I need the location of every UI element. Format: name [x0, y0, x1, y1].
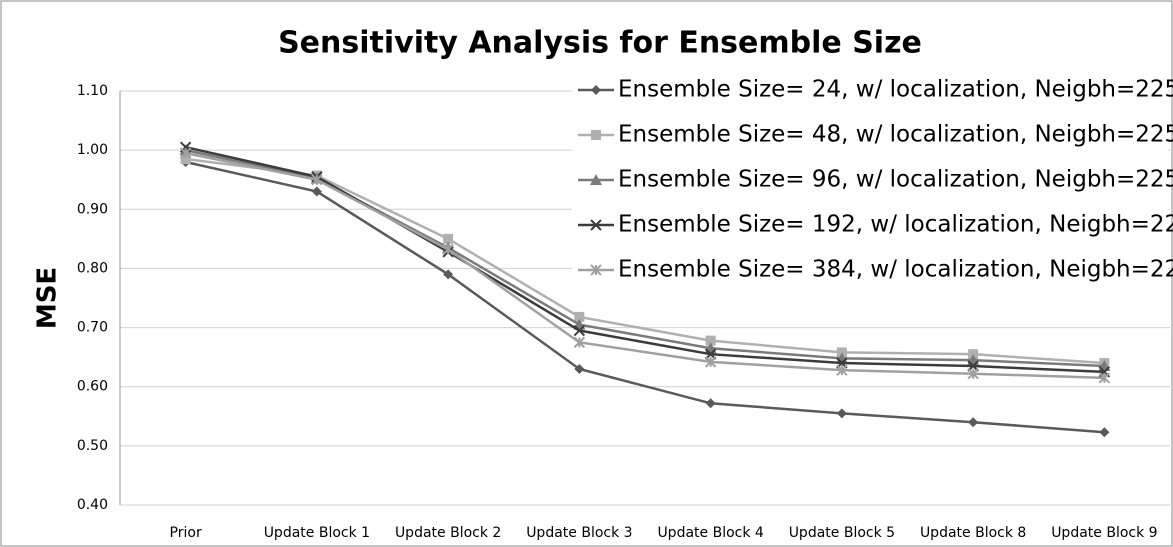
marker	[179, 147, 192, 159]
marker	[705, 335, 716, 346]
marker	[968, 417, 979, 428]
marker	[591, 85, 601, 95]
x-tick-label: Update Block 1	[264, 525, 370, 541]
y-tick-label: 0.60	[77, 379, 108, 395]
legend-label: Ensemble Size= 24, w/ localization, Neig…	[618, 77, 1173, 103]
x-tick-label: Update Block 8	[920, 525, 1026, 541]
marker	[704, 356, 717, 368]
legend-label: Ensemble Size= 192, w/ localization, Nei…	[618, 212, 1173, 238]
x-tick-label: Update Block 3	[526, 525, 632, 541]
marker	[311, 186, 322, 197]
series-line	[185, 145, 1105, 374]
y-tick-label: 1.10	[77, 83, 108, 99]
x-tick-label: Update Block 9	[1051, 525, 1157, 541]
marker	[590, 174, 602, 185]
series-line	[185, 160, 1105, 434]
y-tick-label: 0.90	[77, 201, 108, 217]
y-tick-label: 0.50	[77, 438, 108, 454]
y-tick-label: 0.40	[77, 497, 108, 513]
x-tick-label: Prior	[170, 525, 202, 541]
chart-title: Sensitivity Analysis for Ensemble Size	[278, 26, 922, 61]
marker	[590, 219, 602, 231]
marker	[1099, 427, 1110, 438]
marker	[443, 269, 454, 280]
legend: Ensemble Size= 24, w/ localization, Neig…	[572, 68, 1173, 293]
marker	[574, 311, 585, 322]
series-line	[185, 157, 1105, 365]
x-tick-label: Update Block 4	[657, 525, 763, 541]
marker	[573, 336, 586, 349]
legend-label: Ensemble Size= 96, w/ localization, Neig…	[618, 167, 1173, 193]
series-line	[185, 151, 1105, 380]
marker	[967, 367, 979, 380]
x-tick-label: Update Block 5	[789, 525, 895, 541]
marker	[591, 130, 601, 140]
marker	[1098, 372, 1111, 384]
marker	[442, 243, 454, 256]
y-axis-label: MSE	[33, 267, 63, 329]
marker	[574, 363, 585, 374]
marker	[443, 233, 454, 244]
marker	[836, 364, 848, 376]
y-tick-label: 0.70	[77, 320, 108, 336]
legend-label: Ensemble Size= 384, w/ localization, Nei…	[618, 257, 1173, 283]
y-tick-label: 1.00	[77, 142, 108, 158]
marker	[705, 398, 716, 409]
marker	[836, 408, 847, 419]
marker	[180, 154, 191, 165]
marker	[311, 174, 323, 186]
legend-background	[572, 68, 1168, 293]
marker	[590, 264, 602, 276]
y-tick-label: 0.80	[77, 260, 108, 276]
marker	[573, 324, 586, 337]
legend-label: Ensemble Size= 48, w/ localization, Neig…	[618, 122, 1173, 148]
x-tick-label: Update Block 2	[395, 525, 501, 541]
